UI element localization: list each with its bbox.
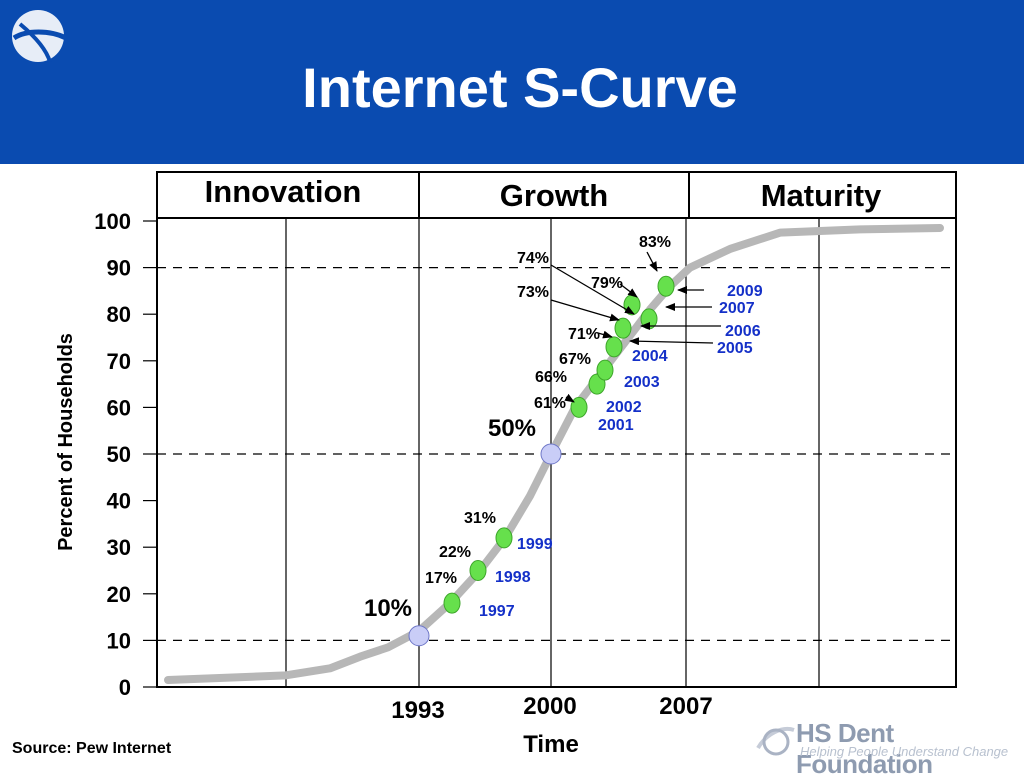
percent-label: 74% [517,250,549,267]
callout-arrow [619,283,638,298]
year-label: 2001 [598,417,634,434]
data-point [596,359,614,381]
x-tick-label: 1993 [391,697,444,724]
year-label: 2005 [717,340,753,357]
percent-label: 73% [517,284,549,301]
callout-arrow [550,264,635,315]
phase-label: Maturity [761,178,882,213]
data-point [614,317,632,339]
callout-arrow [564,393,575,403]
year-label: 1999 [517,536,553,553]
y-tick-label: 40 [107,489,131,514]
x-tick-label: 2007 [659,693,712,720]
year-label: 2003 [624,374,660,391]
callout-arrow [550,299,620,322]
phase-label: Innovation [205,174,362,209]
percent-label: 61% [534,395,566,412]
milestone-label: 10% [364,595,412,622]
percent-label: 22% [439,544,471,561]
percent-label: 67% [559,351,591,368]
y-tick-label: 100 [94,209,131,234]
y-tick-label: 90 [107,256,131,281]
y-tick-label: 60 [107,395,131,420]
percent-label: 17% [425,570,457,587]
y-tick-label: 50 [107,442,131,467]
callout-arrow [597,330,613,339]
x-axis-label: Time [523,731,579,758]
phase-label: Growth [500,178,609,213]
year-label: 2009 [727,283,763,300]
y-tick-label: 0 [119,675,131,700]
y-tick-label: 20 [107,582,131,607]
data-point [443,592,461,614]
data-point [495,527,513,549]
data-point [657,275,675,297]
y-tick-label: 10 [107,628,131,653]
y-tick-label: 30 [107,535,131,560]
milestone-marker [408,625,430,647]
y-axis-label: Percent of Households [55,333,77,551]
callout-arrow [629,337,714,346]
slide-title: Internet S-Curve [302,56,738,119]
plot-frame [156,171,957,688]
data-point [605,336,623,358]
percent-label: 71% [568,326,600,343]
percent-label: 83% [639,234,671,251]
year-label: 2007 [719,300,755,317]
x-tick-label: 2000 [523,693,576,720]
data-point [623,294,641,316]
milestone-label: 50% [488,415,536,442]
foundation-logo-icon [756,727,795,756]
year-label: 2004 [632,348,668,365]
percent-label: 66% [535,369,567,386]
y-tick-label: 80 [107,302,131,327]
year-label: 2006 [725,323,761,340]
year-label: 2002 [606,399,642,416]
year-label: 1998 [495,569,531,586]
callout-arrow [646,251,658,272]
year-label: 1997 [479,603,515,620]
footer-tagline: Helping People Understand Change [800,744,1009,759]
globe-logo-icon [12,10,68,63]
data-point [570,396,588,418]
source-note: Source: Pew Internet [12,740,172,757]
title-banner: Internet S-Curve [0,0,1024,164]
percent-label: 31% [464,510,496,527]
milestone-marker [540,443,562,465]
data-point [469,560,487,581]
percent-label: 79% [591,275,623,292]
y-tick-label: 70 [107,349,131,374]
